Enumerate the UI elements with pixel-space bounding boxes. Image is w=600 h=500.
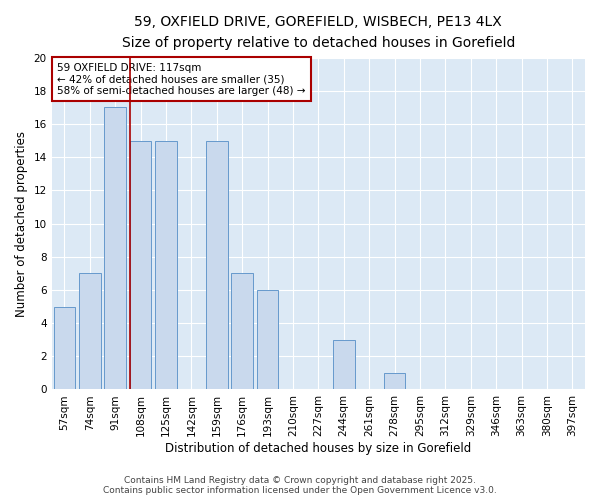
Bar xyxy=(104,108,126,390)
Title: 59, OXFIELD DRIVE, GOREFIELD, WISBECH, PE13 4LX
Size of property relative to det: 59, OXFIELD DRIVE, GOREFIELD, WISBECH, P… xyxy=(122,15,515,50)
Y-axis label: Number of detached properties: Number of detached properties xyxy=(15,130,28,316)
Bar xyxy=(384,373,406,390)
Bar xyxy=(232,274,253,390)
Bar xyxy=(206,140,227,390)
Bar xyxy=(130,140,151,390)
X-axis label: Distribution of detached houses by size in Gorefield: Distribution of detached houses by size … xyxy=(165,442,472,455)
Bar xyxy=(333,340,355,390)
Bar xyxy=(155,140,177,390)
Bar xyxy=(79,274,101,390)
Text: 59 OXFIELD DRIVE: 117sqm
← 42% of detached houses are smaller (35)
58% of semi-d: 59 OXFIELD DRIVE: 117sqm ← 42% of detach… xyxy=(57,62,305,96)
Text: Contains HM Land Registry data © Crown copyright and database right 2025.
Contai: Contains HM Land Registry data © Crown c… xyxy=(103,476,497,495)
Bar xyxy=(257,290,278,390)
Bar xyxy=(53,306,75,390)
